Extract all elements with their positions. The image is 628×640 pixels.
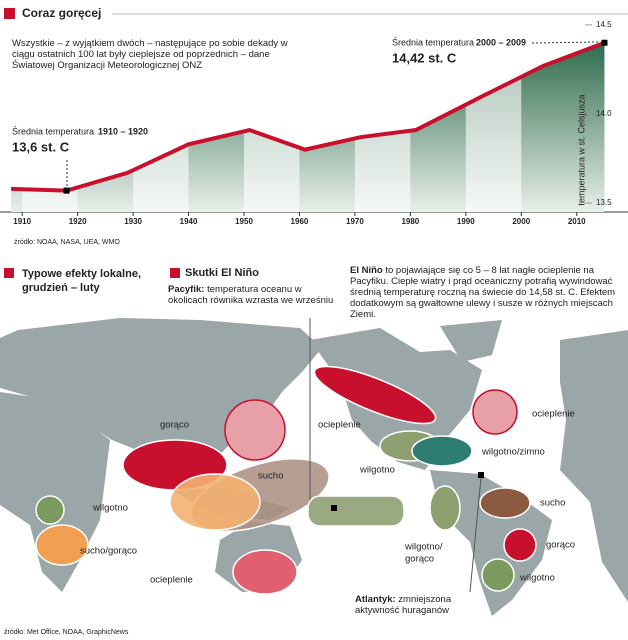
pin [478,472,484,478]
pin [331,505,337,511]
map-label: ocieplenie [532,409,575,420]
map-label: sucho [258,471,283,482]
map-label: ocieplenie [150,575,193,586]
atlantic-note: Atlantyk: zmniejszona aktywność huraganó… [355,594,465,616]
line [11,40,606,193]
x-tick-label: 1970 [346,217,364,226]
source: źródło: NOAA, NASA, UEA, WMO [14,239,120,246]
y-tick-label: 13.5 [596,198,612,207]
elnino-note: El Niño to pojawiające się co 5 – 8 lat … [350,265,625,320]
heading-marker [4,268,14,278]
annotation-value: 14,42 st. C [392,50,457,65]
map-label: wilgotno/zimno [481,447,545,458]
x-tick-label: 2010 [568,217,586,226]
x-tick-label: 1960 [291,217,309,226]
point [601,39,608,46]
map-label: ocieplenie [318,420,361,431]
map-label: wilgotno/ [404,542,443,553]
map-heading: Typowe efekty lokalne, grudzień – luty [22,268,142,294]
title-marker [4,8,15,19]
x-tick-label: 1950 [235,217,253,226]
note-text: to pojawiające się co 5 – 8 lat nagłe oc… [350,265,616,320]
x-tick-label: 1920 [69,217,87,226]
note-bold: El Niño [350,265,383,276]
note-text: temperatura oceanu w okolicach równika w… [168,284,334,306]
x-tick-label: 1940 [180,217,198,226]
annotation-period: 1910 – 1920 [98,126,148,136]
intro: Wszystkie – z wyjątkiem dwóch – następuj… [12,38,288,71]
note-bold: Atlantyk: [355,594,396,605]
map-label: gorąco [160,420,189,431]
x-tick-label: 1930 [124,217,142,226]
annotation-label: Średnia temperatura [12,125,94,136]
effects [35,365,537,595]
map-label: sucho [540,498,565,509]
map-label: gorąco [405,554,434,565]
map-label: wilgotno [519,573,555,584]
x-tick-label: 1980 [401,217,419,226]
x-tick-label: 1910 [13,217,31,226]
heading-marker [170,268,180,278]
x-tick-label: 1990 [457,217,475,226]
annotation-label: Średnia temperatura [392,36,474,47]
chart-title: Coraz goręcej [22,6,101,20]
pacific-note: Pacyfik: temperatura oceanu w okolicach … [168,284,343,306]
annotation-value: 13,6 st. C [12,139,70,154]
note-bold: Pacyfik: [168,284,205,295]
map-label: wilgotno [92,503,128,514]
x-tick-label: 2000 [512,217,530,226]
leader [531,41,599,44]
source: źródło: Met Office, NOAA, GraphicNews [4,629,129,636]
y-axis-label: temperatura w st. Celsjusza [576,94,586,205]
map-heading: Skutki El Niño [185,267,259,279]
map-label: gorąco [546,540,575,551]
map-label: sucho/gorąco [80,546,137,557]
leader [469,477,482,593]
y-tick-label: 14.0 [596,109,612,118]
note-text: zmniejszona aktywność huraganów [355,594,452,616]
map-label: wilgotno [359,465,395,476]
point [63,187,70,194]
y-tick-label: 14.5 [596,20,612,29]
annotation-period: 2000 – 2009 [476,37,526,47]
